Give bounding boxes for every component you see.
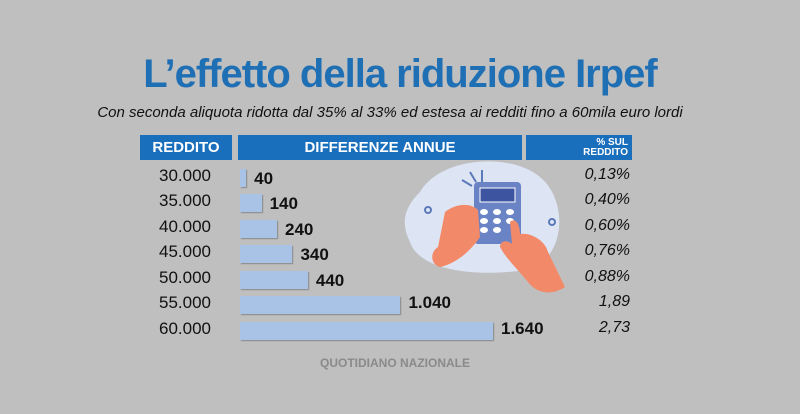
percent-label: 0,40% — [584, 191, 630, 208]
income-label: 50.000 — [159, 268, 211, 287]
percent-label: 1,89 — [598, 293, 630, 310]
income-label: 55.000 — [159, 293, 211, 312]
value-label: 240 — [285, 220, 314, 239]
percent-label: 0,76% — [584, 242, 630, 259]
table-row: 40.000 240 0,60% — [0, 217, 800, 241]
table-row: 50.000 440 0,88% — [0, 268, 800, 292]
table-row: 35.000 140 0,40% — [0, 191, 800, 215]
header-income: REDDITO — [140, 135, 232, 160]
income-label: 60.000 — [159, 319, 211, 338]
value-label: 340 — [300, 245, 329, 264]
value-label: 140 — [269, 194, 298, 213]
bar — [240, 194, 262, 212]
bar — [240, 322, 493, 340]
income-label: 35.000 — [159, 191, 211, 210]
bar — [240, 220, 278, 238]
table-row: 45.000 340 0,76% — [0, 242, 800, 266]
percent-label: 0,13% — [584, 166, 630, 183]
percent-label: 0,88% — [584, 268, 630, 285]
table-row: 30.000 40 0,13% — [0, 166, 800, 190]
income-label: 45.000 — [159, 242, 211, 261]
value-label: 1.640 — [501, 319, 544, 338]
value-label: 440 — [315, 271, 345, 290]
source-label: QUOTIDIANO NAZIONALE — [320, 356, 470, 370]
income-label: 40.000 — [159, 217, 211, 236]
bar — [240, 296, 401, 314]
table-row: 55.000 1.040 1,89 — [0, 293, 800, 317]
income-label: 30.000 — [159, 166, 211, 185]
chart-subtitle: Con seconda aliquota ridotta dal 35% al … — [97, 104, 683, 121]
value-label: 1.040 — [408, 293, 451, 312]
header-differences: DIFFERENZE ANNUE — [238, 135, 522, 160]
value-label: 40 — [254, 169, 274, 188]
table-row: 60.000 1.640 2,73 — [0, 319, 800, 343]
percent-label: 0,60% — [584, 217, 630, 234]
bar — [240, 271, 308, 289]
chart-title: L’effetto della riduzione Irpef — [143, 52, 658, 96]
percent-label: 2,73 — [598, 319, 630, 336]
bar — [240, 169, 247, 187]
bar — [240, 245, 293, 263]
header-percent: % SUL REDDITO — [526, 135, 632, 160]
calculator-illustration — [404, 161, 565, 293]
